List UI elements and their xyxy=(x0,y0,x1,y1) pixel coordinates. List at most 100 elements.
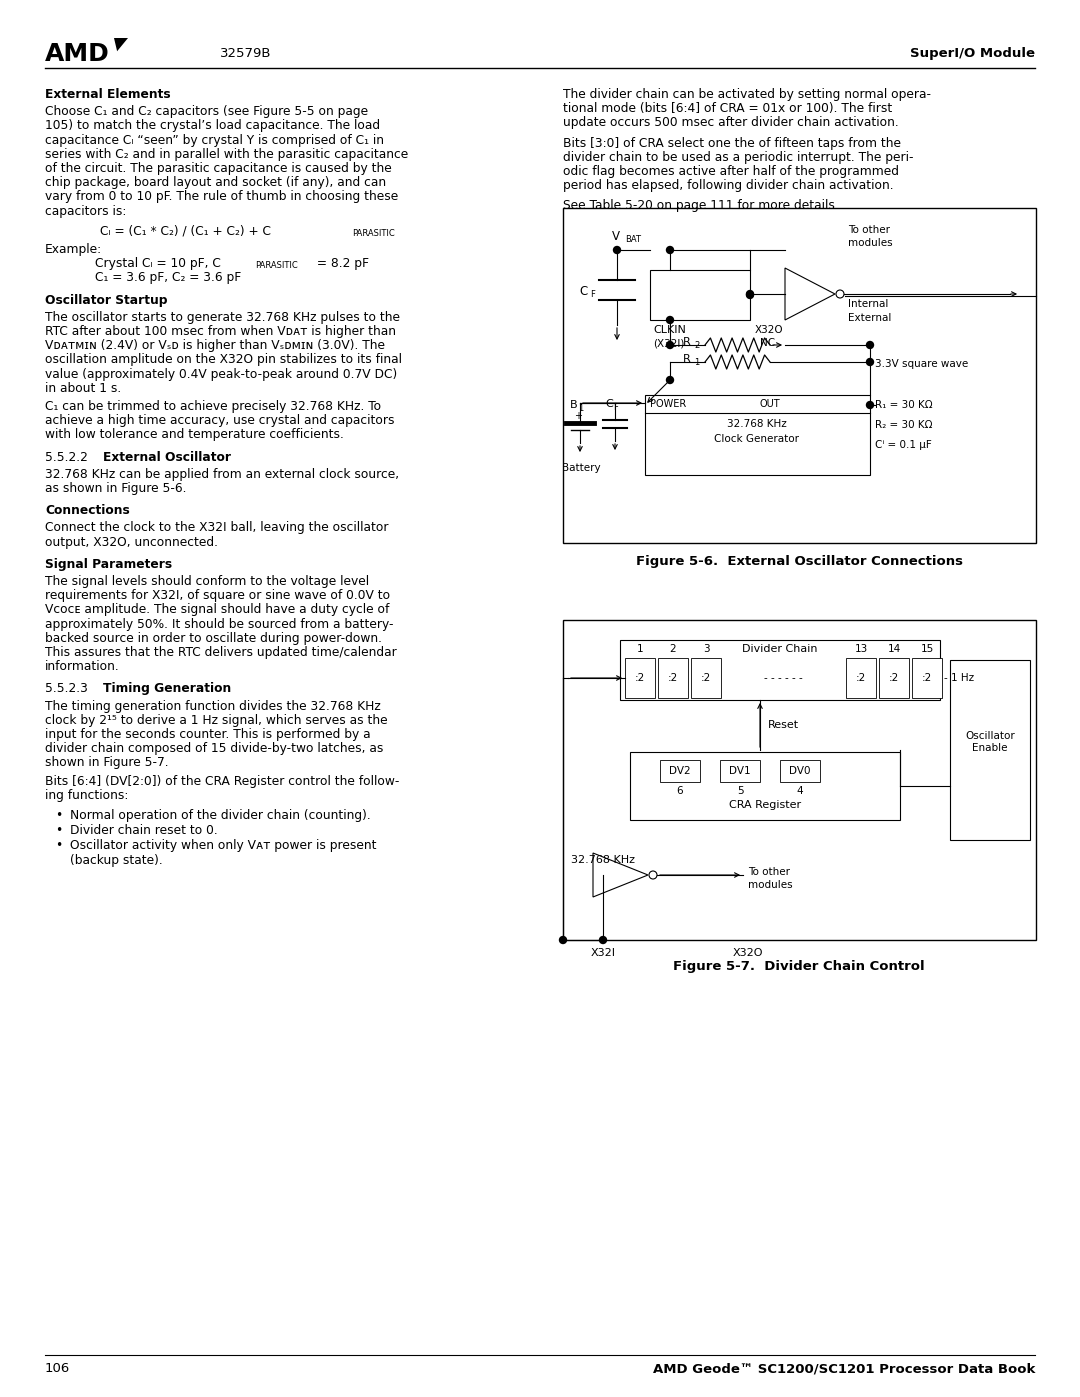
Text: Crystal Cₗ = 10 pF, C: Crystal Cₗ = 10 pF, C xyxy=(95,257,221,270)
Text: 13: 13 xyxy=(854,644,867,654)
Text: 1: 1 xyxy=(637,644,644,654)
Circle shape xyxy=(866,341,874,348)
Bar xyxy=(650,270,750,320)
Text: External: External xyxy=(848,313,891,323)
Text: 15: 15 xyxy=(920,644,933,654)
Text: Oscillator
Enable: Oscillator Enable xyxy=(966,731,1015,753)
Text: 32.768 KHz: 32.768 KHz xyxy=(571,855,635,865)
Text: NC: NC xyxy=(760,338,775,348)
Text: tional mode (bits [6:4] of CRA = 01x or 100). The first: tional mode (bits [6:4] of CRA = 01x or … xyxy=(563,102,892,115)
Text: - 1 Hz: - 1 Hz xyxy=(944,673,974,683)
Text: 106: 106 xyxy=(45,1362,70,1375)
Text: Reset: Reset xyxy=(768,719,799,731)
Text: The signal levels should conform to the voltage level: The signal levels should conform to the … xyxy=(45,576,369,588)
Text: 5.5.2.2: 5.5.2.2 xyxy=(45,451,87,464)
Circle shape xyxy=(559,936,567,943)
Text: 1: 1 xyxy=(578,404,583,414)
Text: Oscillator activity when only Vᴀᴛ power is present: Oscillator activity when only Vᴀᴛ power … xyxy=(70,840,377,852)
Text: This assures that the RTC delivers updated time/calendar: This assures that the RTC delivers updat… xyxy=(45,645,396,659)
Text: Figure 5-7.  Divider Chain Control: Figure 5-7. Divider Chain Control xyxy=(673,960,924,972)
Text: R₁ = 30 KΩ: R₁ = 30 KΩ xyxy=(875,400,933,409)
Text: B: B xyxy=(570,400,578,409)
Text: modules: modules xyxy=(848,237,893,249)
Text: C₁ = 3.6 pF, C₂ = 3.6 pF: C₁ = 3.6 pF, C₂ = 3.6 pF xyxy=(95,271,241,285)
Text: :2: :2 xyxy=(667,673,678,683)
Text: requirements for X32I, of square or sine wave of 0.0V to: requirements for X32I, of square or sine… xyxy=(45,590,390,602)
Text: +: + xyxy=(573,411,582,420)
Text: OUT: OUT xyxy=(760,400,781,409)
Bar xyxy=(625,658,654,698)
Text: Bits [6:4] (DV[2:0]) of the CRA Register control the follow-: Bits [6:4] (DV[2:0]) of the CRA Register… xyxy=(45,774,400,788)
Text: The oscillator starts to generate 32.768 KHz pulses to the: The oscillator starts to generate 32.768… xyxy=(45,310,400,324)
Text: •: • xyxy=(55,840,63,852)
Text: DV1: DV1 xyxy=(729,766,751,775)
Text: See Table 5-20 on page 111 for more details.: See Table 5-20 on page 111 for more deta… xyxy=(563,200,839,212)
Text: •: • xyxy=(55,824,63,837)
Text: 32.768 KHz: 32.768 KHz xyxy=(727,419,787,429)
Bar xyxy=(563,208,1036,543)
Text: in about 1 s.: in about 1 s. xyxy=(45,381,121,395)
Text: series with C₂ and in parallel with the parasitic capacitance: series with C₂ and in parallel with the … xyxy=(45,148,408,161)
Text: Timing Generation: Timing Generation xyxy=(103,682,231,696)
Text: Figure 5-6.  External Oscillator Connections: Figure 5-6. External Oscillator Connecti… xyxy=(635,555,962,569)
Text: input for the seconds counter. This is performed by a: input for the seconds counter. This is p… xyxy=(45,728,370,740)
Circle shape xyxy=(599,936,607,943)
Text: Example:: Example: xyxy=(45,243,103,256)
Text: :2: :2 xyxy=(855,673,866,683)
Text: POWER: POWER xyxy=(650,400,686,409)
Polygon shape xyxy=(785,268,835,320)
Text: F: F xyxy=(590,291,595,299)
Text: CLKIN: CLKIN xyxy=(653,326,686,335)
Text: Cⁱ = 0.1 μF: Cⁱ = 0.1 μF xyxy=(875,440,932,450)
Polygon shape xyxy=(114,38,129,54)
Text: C: C xyxy=(579,285,588,298)
Bar xyxy=(879,658,909,698)
Text: capacitance Cₗ “seen” by crystal Y is comprised of C₁ in: capacitance Cₗ “seen” by crystal Y is co… xyxy=(45,134,384,147)
Bar xyxy=(658,658,688,698)
Text: C₁ can be trimmed to achieve precisely 32.768 KHz. To: C₁ can be trimmed to achieve precisely 3… xyxy=(45,400,381,414)
Text: SuperI/O Module: SuperI/O Module xyxy=(910,47,1035,60)
Text: PARASITIC: PARASITIC xyxy=(352,229,395,237)
Text: DV2: DV2 xyxy=(670,766,691,775)
Text: odic flag becomes active after half of the programmed: odic flag becomes active after half of t… xyxy=(563,165,899,177)
Text: F: F xyxy=(613,402,618,412)
Text: 14: 14 xyxy=(888,644,901,654)
Text: ing functions:: ing functions: xyxy=(45,789,129,802)
Text: Vᴅᴀᴛᴍɪɴ (2.4V) or Vₛᴅ is higher than Vₛᴅᴍɪɴ (3.0V). The: Vᴅᴀᴛᴍɪɴ (2.4V) or Vₛᴅ is higher than Vₛᴅ… xyxy=(45,339,384,352)
Text: Vᴄᴏᴄᴇ amplitude. The signal should have a duty cycle of: Vᴄᴏᴄᴇ amplitude. The signal should have … xyxy=(45,604,390,616)
Text: Connections: Connections xyxy=(45,504,130,517)
Text: backed source in order to oscillate during power-down.: backed source in order to oscillate duri… xyxy=(45,631,382,645)
Text: divider chain composed of 15 divide-by-two latches, as: divider chain composed of 15 divide-by-t… xyxy=(45,742,383,756)
Bar xyxy=(563,620,1036,940)
Text: Clock Generator: Clock Generator xyxy=(715,434,799,444)
Text: 32579B: 32579B xyxy=(220,47,271,60)
Text: X32I: X32I xyxy=(591,949,616,958)
Circle shape xyxy=(666,341,674,348)
Text: 3: 3 xyxy=(703,644,710,654)
Text: Bits [3:0] of CRA select one the of fifteen taps from the: Bits [3:0] of CRA select one the of fift… xyxy=(563,137,901,149)
Text: CRA Register: CRA Register xyxy=(729,800,801,810)
Text: X32O: X32O xyxy=(755,326,784,335)
Text: output, X32O, unconnected.: output, X32O, unconnected. xyxy=(45,535,218,549)
Text: value (approximately 0.4V peak-to-peak around 0.7V DC): value (approximately 0.4V peak-to-peak a… xyxy=(45,367,397,380)
Circle shape xyxy=(666,246,674,253)
Text: BAT: BAT xyxy=(625,235,642,244)
Bar xyxy=(691,658,721,698)
Text: PARASITIC: PARASITIC xyxy=(255,261,298,270)
Text: 5.5.2.3: 5.5.2.3 xyxy=(45,682,87,696)
Bar xyxy=(912,658,942,698)
Text: 105) to match the crystal’s load capacitance. The load: 105) to match the crystal’s load capacit… xyxy=(45,119,380,133)
Text: External Elements: External Elements xyxy=(45,88,171,101)
Text: period has elapsed, following divider chain activation.: period has elapsed, following divider ch… xyxy=(563,179,893,193)
Text: Divider Chain: Divider Chain xyxy=(742,644,818,654)
Circle shape xyxy=(746,292,754,299)
Text: •: • xyxy=(55,809,63,821)
Bar xyxy=(645,395,870,475)
Text: :2: :2 xyxy=(889,673,900,683)
Text: clock by 2¹⁵ to derive a 1 Hz signal, which serves as the: clock by 2¹⁵ to derive a 1 Hz signal, wh… xyxy=(45,714,388,726)
Bar xyxy=(630,752,900,820)
Text: The divider chain can be activated by setting normal opera-: The divider chain can be activated by se… xyxy=(563,88,931,101)
Circle shape xyxy=(666,317,674,324)
Text: = 8.2 pF: = 8.2 pF xyxy=(313,257,369,270)
Text: 2: 2 xyxy=(694,341,699,351)
